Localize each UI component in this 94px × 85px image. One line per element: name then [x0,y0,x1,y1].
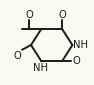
Text: NH: NH [73,40,88,50]
Text: O: O [25,10,33,19]
Text: O: O [58,10,66,19]
Text: O: O [14,51,22,61]
Text: NH: NH [33,63,48,73]
Text: O: O [72,56,80,66]
